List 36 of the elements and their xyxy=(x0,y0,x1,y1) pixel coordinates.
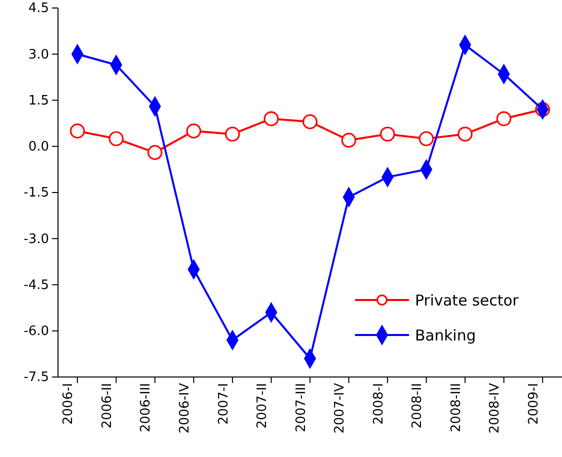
y-tick-label: 1.5 xyxy=(28,93,49,108)
y-tick-label: 0.0 xyxy=(28,140,49,155)
point xyxy=(341,132,356,148)
y-tick-label: -7.5 xyxy=(24,370,49,386)
point xyxy=(496,111,512,126)
x-tick-label: 2008-I xyxy=(371,383,386,425)
y-tick-label: -6.0 xyxy=(24,324,49,340)
y-tick-label: -1.5 xyxy=(24,186,49,201)
x-tick-label: 2008-II xyxy=(410,383,426,428)
y-tick-label: -4.5 xyxy=(24,278,49,293)
legend-label: Private sector xyxy=(415,291,520,310)
y-tick-label: -3.0 xyxy=(24,232,49,247)
point xyxy=(70,124,85,138)
x-tick-label: 2006-II xyxy=(100,383,115,428)
x-tick-label: 2007-III xyxy=(294,383,309,432)
y-tick-label: 4.5 xyxy=(28,1,49,16)
point xyxy=(302,114,318,130)
point xyxy=(224,126,240,142)
y-tick-label: 3.0 xyxy=(28,47,49,62)
point xyxy=(264,111,279,126)
point xyxy=(418,131,434,146)
point xyxy=(186,124,202,138)
point xyxy=(108,131,124,146)
x-tick-label: 2006-IV xyxy=(177,382,192,434)
legend-label: Banking xyxy=(415,326,476,344)
x-tick-label: 2006-I xyxy=(61,383,76,425)
point xyxy=(458,126,473,142)
x-tick-label: 2009-I xyxy=(526,383,542,425)
point xyxy=(380,126,396,142)
x-tick-label: 2008-IV xyxy=(488,382,503,434)
x-tick-label: 2007-II xyxy=(255,383,270,428)
x-tick-label: 2007-I xyxy=(216,383,232,425)
x-tick-label: 2006-III xyxy=(138,383,154,432)
point xyxy=(147,145,162,160)
x-tick-label: 2008-III xyxy=(448,383,464,432)
x-tick-label: 2007-IV xyxy=(332,382,348,434)
